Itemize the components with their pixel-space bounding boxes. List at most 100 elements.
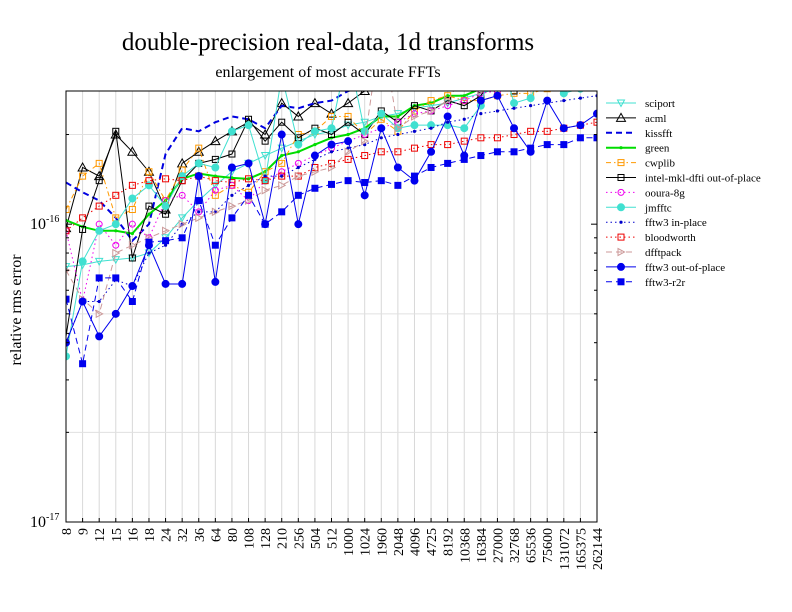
marker [577,23,584,30]
marker [476,96,485,105]
marker [261,177,269,185]
marker [228,201,237,211]
x-tick-label: 16 [126,528,141,542]
marker [410,20,419,28]
marker [510,124,519,133]
x-tick-label: 75600 [541,528,556,563]
marker [559,124,568,133]
chart-subtitle: enlargement of most accurate FFTs [215,64,440,81]
marker [479,112,483,116]
marker [544,73,551,80]
marker [79,214,87,222]
marker [410,144,418,152]
marker [444,96,453,105]
marker [162,226,171,236]
marker [617,278,625,286]
marker [526,94,535,103]
marker [280,174,284,178]
marker [361,136,370,146]
marker [528,74,535,81]
marker [163,243,168,247]
marker [344,118,352,126]
marker [195,144,203,152]
marker [360,127,369,136]
y-tick-label: 10-16 [30,214,59,233]
marker [493,134,501,142]
marker [147,212,151,216]
legend-label: cwplib [645,158,675,170]
marker [379,136,383,140]
marker [412,129,417,133]
marker [161,279,170,288]
marker [211,186,219,194]
marker [211,155,219,163]
marker [66,227,70,235]
marker [594,81,601,88]
legend-label: fftw3-r2r [645,277,685,289]
marker [559,91,568,98]
legend-item: cwplib [606,158,675,170]
marker [261,220,269,228]
marker [230,176,234,180]
marker [227,163,236,172]
marker [95,332,104,341]
marker [197,210,201,214]
marker [393,110,403,119]
marker [577,36,583,42]
x-tick-label: 1000 [342,528,357,556]
marker [594,62,601,69]
marker [594,81,600,87]
marker [209,135,221,146]
legend-item: fftw3 out-of-place [606,262,725,274]
x-tick-label: 80 [226,528,241,542]
legend-item: intel-mkl-dfti out-of-place [606,173,761,185]
marker [510,91,518,95]
marker [162,210,170,218]
x-tick-label: 16384 [475,528,490,563]
marker [128,298,136,306]
marker [359,91,371,95]
series-line [66,91,482,315]
marker [461,70,468,77]
series-line [66,91,516,337]
marker [112,241,120,249]
x-tick-label: 12 [93,528,108,542]
marker [396,114,400,119]
marker [544,67,550,73]
marker [562,98,566,103]
marker [311,167,320,177]
marker [178,234,186,242]
legend-label: dfftpack [645,247,682,259]
marker [594,71,600,77]
marker [280,153,284,158]
x-tick-label: 27000 [491,528,506,563]
marker [112,274,120,282]
marker [112,191,120,199]
marker [493,148,501,156]
marker [309,97,321,108]
marker [477,134,485,142]
marker [128,194,137,203]
marker [79,172,87,180]
marker [310,127,319,136]
marker [211,207,220,217]
marker [493,91,502,100]
x-tick-label: 165375 [574,528,589,570]
marker [617,159,625,167]
marker [277,144,287,153]
marker [377,177,385,185]
marker [328,180,335,188]
series-line [66,91,566,219]
series-line [66,91,366,229]
y-tick-label: 10-17 [30,512,59,531]
marker [394,181,402,189]
legend-label: fftw3 in-place [645,217,707,229]
x-tick-label: 108 [243,528,258,549]
legend-label: green [645,143,670,155]
marker [617,188,625,196]
marker [128,206,136,214]
marker [114,229,118,233]
marker [512,106,516,110]
marker [277,130,286,139]
marker [377,124,386,133]
